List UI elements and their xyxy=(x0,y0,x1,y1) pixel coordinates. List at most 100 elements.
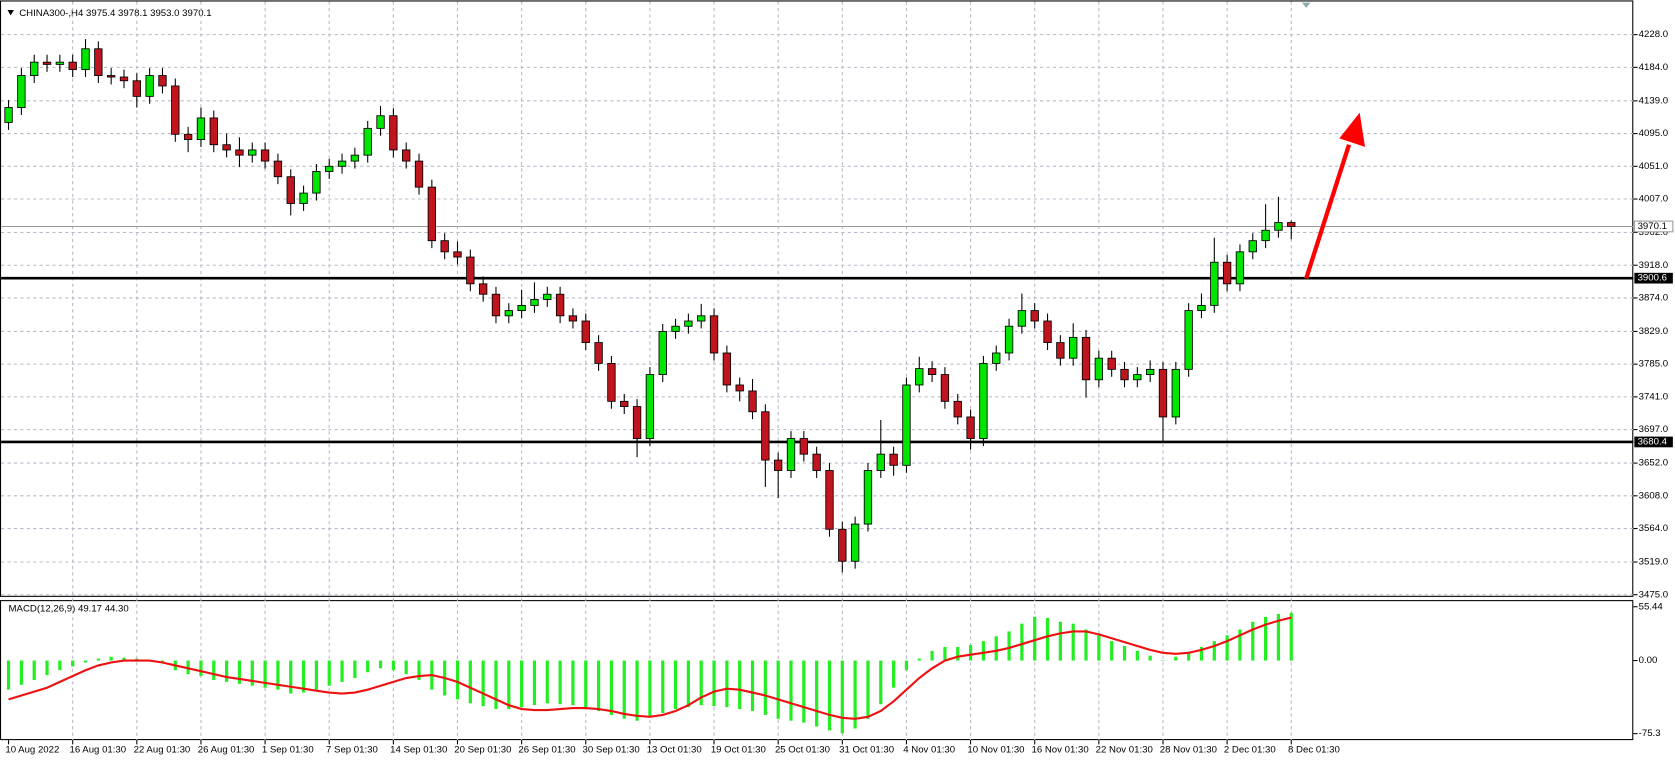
macd-histogram-bar xyxy=(738,660,742,710)
macd-histogram-bar xyxy=(1122,645,1127,661)
macd-histogram-bar xyxy=(1276,613,1281,661)
candle-body xyxy=(337,160,347,167)
current-price-box xyxy=(1633,220,1674,233)
candle-body xyxy=(68,61,77,71)
candle-body xyxy=(966,416,975,439)
current-price-label: 3970.1 xyxy=(1638,221,1667,232)
macd-histogram-bar xyxy=(391,660,395,671)
x-tick-label: 8 Dec 01:30 xyxy=(1288,744,1340,755)
candle-body xyxy=(863,470,873,525)
macd-histogram-bar xyxy=(994,636,998,661)
candle-body xyxy=(812,453,821,471)
candle-body xyxy=(350,154,360,162)
chart-header: CHINA300-,H4 3975.4 3978.1 3953.0 3970.1 xyxy=(19,8,211,19)
candle-body xyxy=(363,127,372,156)
candle-body xyxy=(671,325,680,332)
candle-body xyxy=(106,75,116,78)
macd-histogram-bar xyxy=(71,660,75,667)
macd-histogram-bar xyxy=(32,660,36,680)
macd-histogram-bar xyxy=(673,660,678,710)
candle-body xyxy=(1145,368,1155,375)
macd-histogram-bar xyxy=(96,658,100,661)
candle-body xyxy=(427,186,437,242)
macd-histogram-bar xyxy=(263,660,267,688)
macd-histogram-bar xyxy=(584,660,588,708)
candle-body xyxy=(1056,342,1065,359)
macd-histogram-bar xyxy=(596,660,601,712)
candle-body xyxy=(774,459,783,471)
macd-values: 49.17 44.30 xyxy=(78,603,129,614)
candle-body xyxy=(312,171,321,194)
candle-body xyxy=(632,406,642,439)
macd-histogram-bar xyxy=(468,660,472,704)
macd-histogram-bar xyxy=(712,660,716,707)
macd-histogram-bar xyxy=(19,660,23,685)
x-tick-label: 26 Sep 01:30 xyxy=(518,744,575,755)
candle-body xyxy=(927,368,937,375)
y-tick-label: 3475.0 xyxy=(1639,589,1668,600)
candle-body xyxy=(402,149,411,162)
candle-body xyxy=(196,117,206,140)
level-label: 3900.6 xyxy=(1638,273,1667,284)
macd-histogram-bar xyxy=(545,660,549,704)
x-tick-label: 22 Nov 01:30 xyxy=(1096,744,1153,755)
candle-body xyxy=(119,76,129,82)
candle-body xyxy=(389,115,398,151)
candle-body xyxy=(260,149,270,162)
candle-body xyxy=(30,61,39,76)
candle-body xyxy=(1043,320,1052,344)
macd-histogram-bar xyxy=(417,660,421,680)
candle-body xyxy=(171,85,180,135)
candle-body xyxy=(555,293,565,317)
candle-body xyxy=(850,523,860,562)
candle-body xyxy=(1184,310,1193,370)
candle-body xyxy=(940,374,950,402)
candle-body xyxy=(1197,304,1206,312)
ohlc: 3975.4 3978.1 3953.0 3970.1 xyxy=(86,8,212,19)
macd-histogram-bar xyxy=(1187,652,1191,661)
macd-histogram-bar xyxy=(1033,616,1037,661)
y-tick-label: 3652.0 xyxy=(1639,458,1668,469)
macd-histogram-bar xyxy=(763,660,767,715)
macd-histogram-bar xyxy=(776,660,780,719)
candle-body xyxy=(1107,357,1116,370)
x-tick-label: 20 Sep 01:30 xyxy=(454,744,511,755)
macd-histogram-bar xyxy=(699,660,703,706)
macd-histogram-bar xyxy=(686,660,690,708)
macd-histogram-bar xyxy=(1263,616,1268,661)
candle-body xyxy=(17,75,26,108)
menu-arrow[interactable] xyxy=(7,10,14,16)
macd-histogram-bar xyxy=(532,660,537,706)
y-tick-label: 0.00 xyxy=(1639,655,1658,666)
macd-histogram-bar xyxy=(520,660,524,708)
macd-histogram-bar xyxy=(789,660,793,721)
x-tick-label: 28 Nov 01:30 xyxy=(1160,744,1217,755)
macd-title: MACD(12,26,9) xyxy=(9,603,76,614)
y-tick-label: 4228.0 xyxy=(1639,29,1668,40)
candle-body xyxy=(607,362,616,402)
macd-histogram-bar xyxy=(853,660,857,729)
macd-histogram-bar xyxy=(866,660,870,719)
y-tick-label: 4184.0 xyxy=(1639,62,1668,73)
candle-body xyxy=(145,75,154,97)
candle-body xyxy=(453,251,462,258)
candle-body xyxy=(838,528,847,562)
candle-body xyxy=(1235,251,1245,285)
macd-histogram-bar xyxy=(301,660,306,693)
candle-body xyxy=(658,330,667,375)
candle-body xyxy=(286,176,295,204)
candle-body xyxy=(594,342,603,364)
candle-body xyxy=(543,293,552,300)
candle-body xyxy=(953,400,962,418)
macd-histogram-bar xyxy=(58,660,62,671)
y-tick-label: 4139.0 xyxy=(1639,95,1668,106)
macd-histogram-bar xyxy=(917,658,921,661)
macd-histogram-bar xyxy=(1007,631,1011,661)
x-tick-label: 16 Nov 01:30 xyxy=(1032,744,1089,755)
x-tick-label: 30 Sep 01:30 xyxy=(583,744,640,755)
candle-body xyxy=(478,283,488,295)
candle-body xyxy=(645,374,655,439)
macd-histogram-bar xyxy=(1097,635,1101,661)
y-tick-label: 3697.0 xyxy=(1639,424,1668,435)
